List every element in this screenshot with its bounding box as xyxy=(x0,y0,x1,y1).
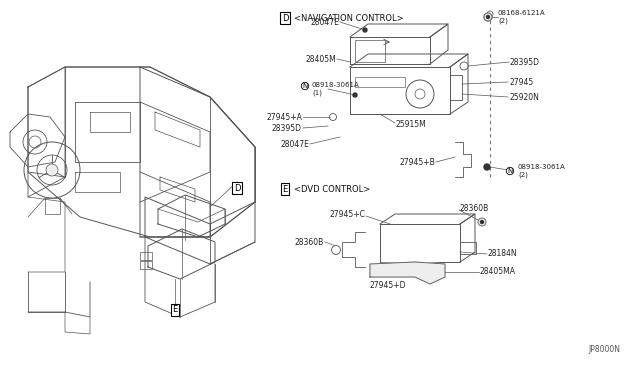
Text: 28047E: 28047E xyxy=(310,17,339,26)
Text: 25915M: 25915M xyxy=(396,119,427,128)
Circle shape xyxy=(484,13,492,21)
Text: N: N xyxy=(302,83,308,89)
Circle shape xyxy=(478,218,486,226)
Text: D: D xyxy=(282,13,288,22)
Text: N: N xyxy=(508,168,513,174)
Text: 28405M: 28405M xyxy=(305,55,336,64)
Text: 28047E: 28047E xyxy=(280,140,309,148)
Circle shape xyxy=(353,93,357,97)
Text: 27945+C: 27945+C xyxy=(329,209,365,218)
Text: 27945: 27945 xyxy=(510,77,534,87)
Bar xyxy=(450,75,462,100)
Text: 25920N: 25920N xyxy=(510,93,540,102)
Text: <DVD CONTROL>: <DVD CONTROL> xyxy=(294,185,371,193)
Text: E: E xyxy=(172,305,178,314)
Text: 08918-3061A
(1): 08918-3061A (1) xyxy=(312,82,360,96)
Bar xyxy=(355,40,385,62)
Text: 08168-6121A
(2): 08168-6121A (2) xyxy=(498,10,546,24)
Polygon shape xyxy=(370,262,445,284)
Text: D: D xyxy=(234,183,240,192)
Text: 27945+A: 27945+A xyxy=(266,112,302,122)
Circle shape xyxy=(460,62,468,70)
Text: <NAVIGATION CONTROL>: <NAVIGATION CONTROL> xyxy=(294,13,404,22)
Text: 27945+D: 27945+D xyxy=(370,282,406,291)
Bar xyxy=(140,252,152,260)
Text: 28184N: 28184N xyxy=(488,250,518,259)
Circle shape xyxy=(481,221,483,224)
Text: 28395D: 28395D xyxy=(510,58,540,67)
Text: 08918-3061A
(2): 08918-3061A (2) xyxy=(518,164,566,178)
Circle shape xyxy=(484,13,492,21)
Bar xyxy=(355,77,405,87)
Circle shape xyxy=(363,28,367,32)
Text: 28405MA: 28405MA xyxy=(480,267,516,276)
Text: 27945+B: 27945+B xyxy=(399,157,435,167)
Text: E: E xyxy=(282,185,287,193)
Circle shape xyxy=(487,11,493,17)
Bar xyxy=(140,261,152,269)
Text: 28360B: 28360B xyxy=(295,237,324,247)
Circle shape xyxy=(46,164,58,176)
Circle shape xyxy=(486,16,490,19)
Text: JP8000N: JP8000N xyxy=(588,345,620,354)
Text: 28395D: 28395D xyxy=(272,124,302,132)
Circle shape xyxy=(484,164,490,170)
Text: 28360B: 28360B xyxy=(460,203,489,212)
Circle shape xyxy=(332,246,340,254)
